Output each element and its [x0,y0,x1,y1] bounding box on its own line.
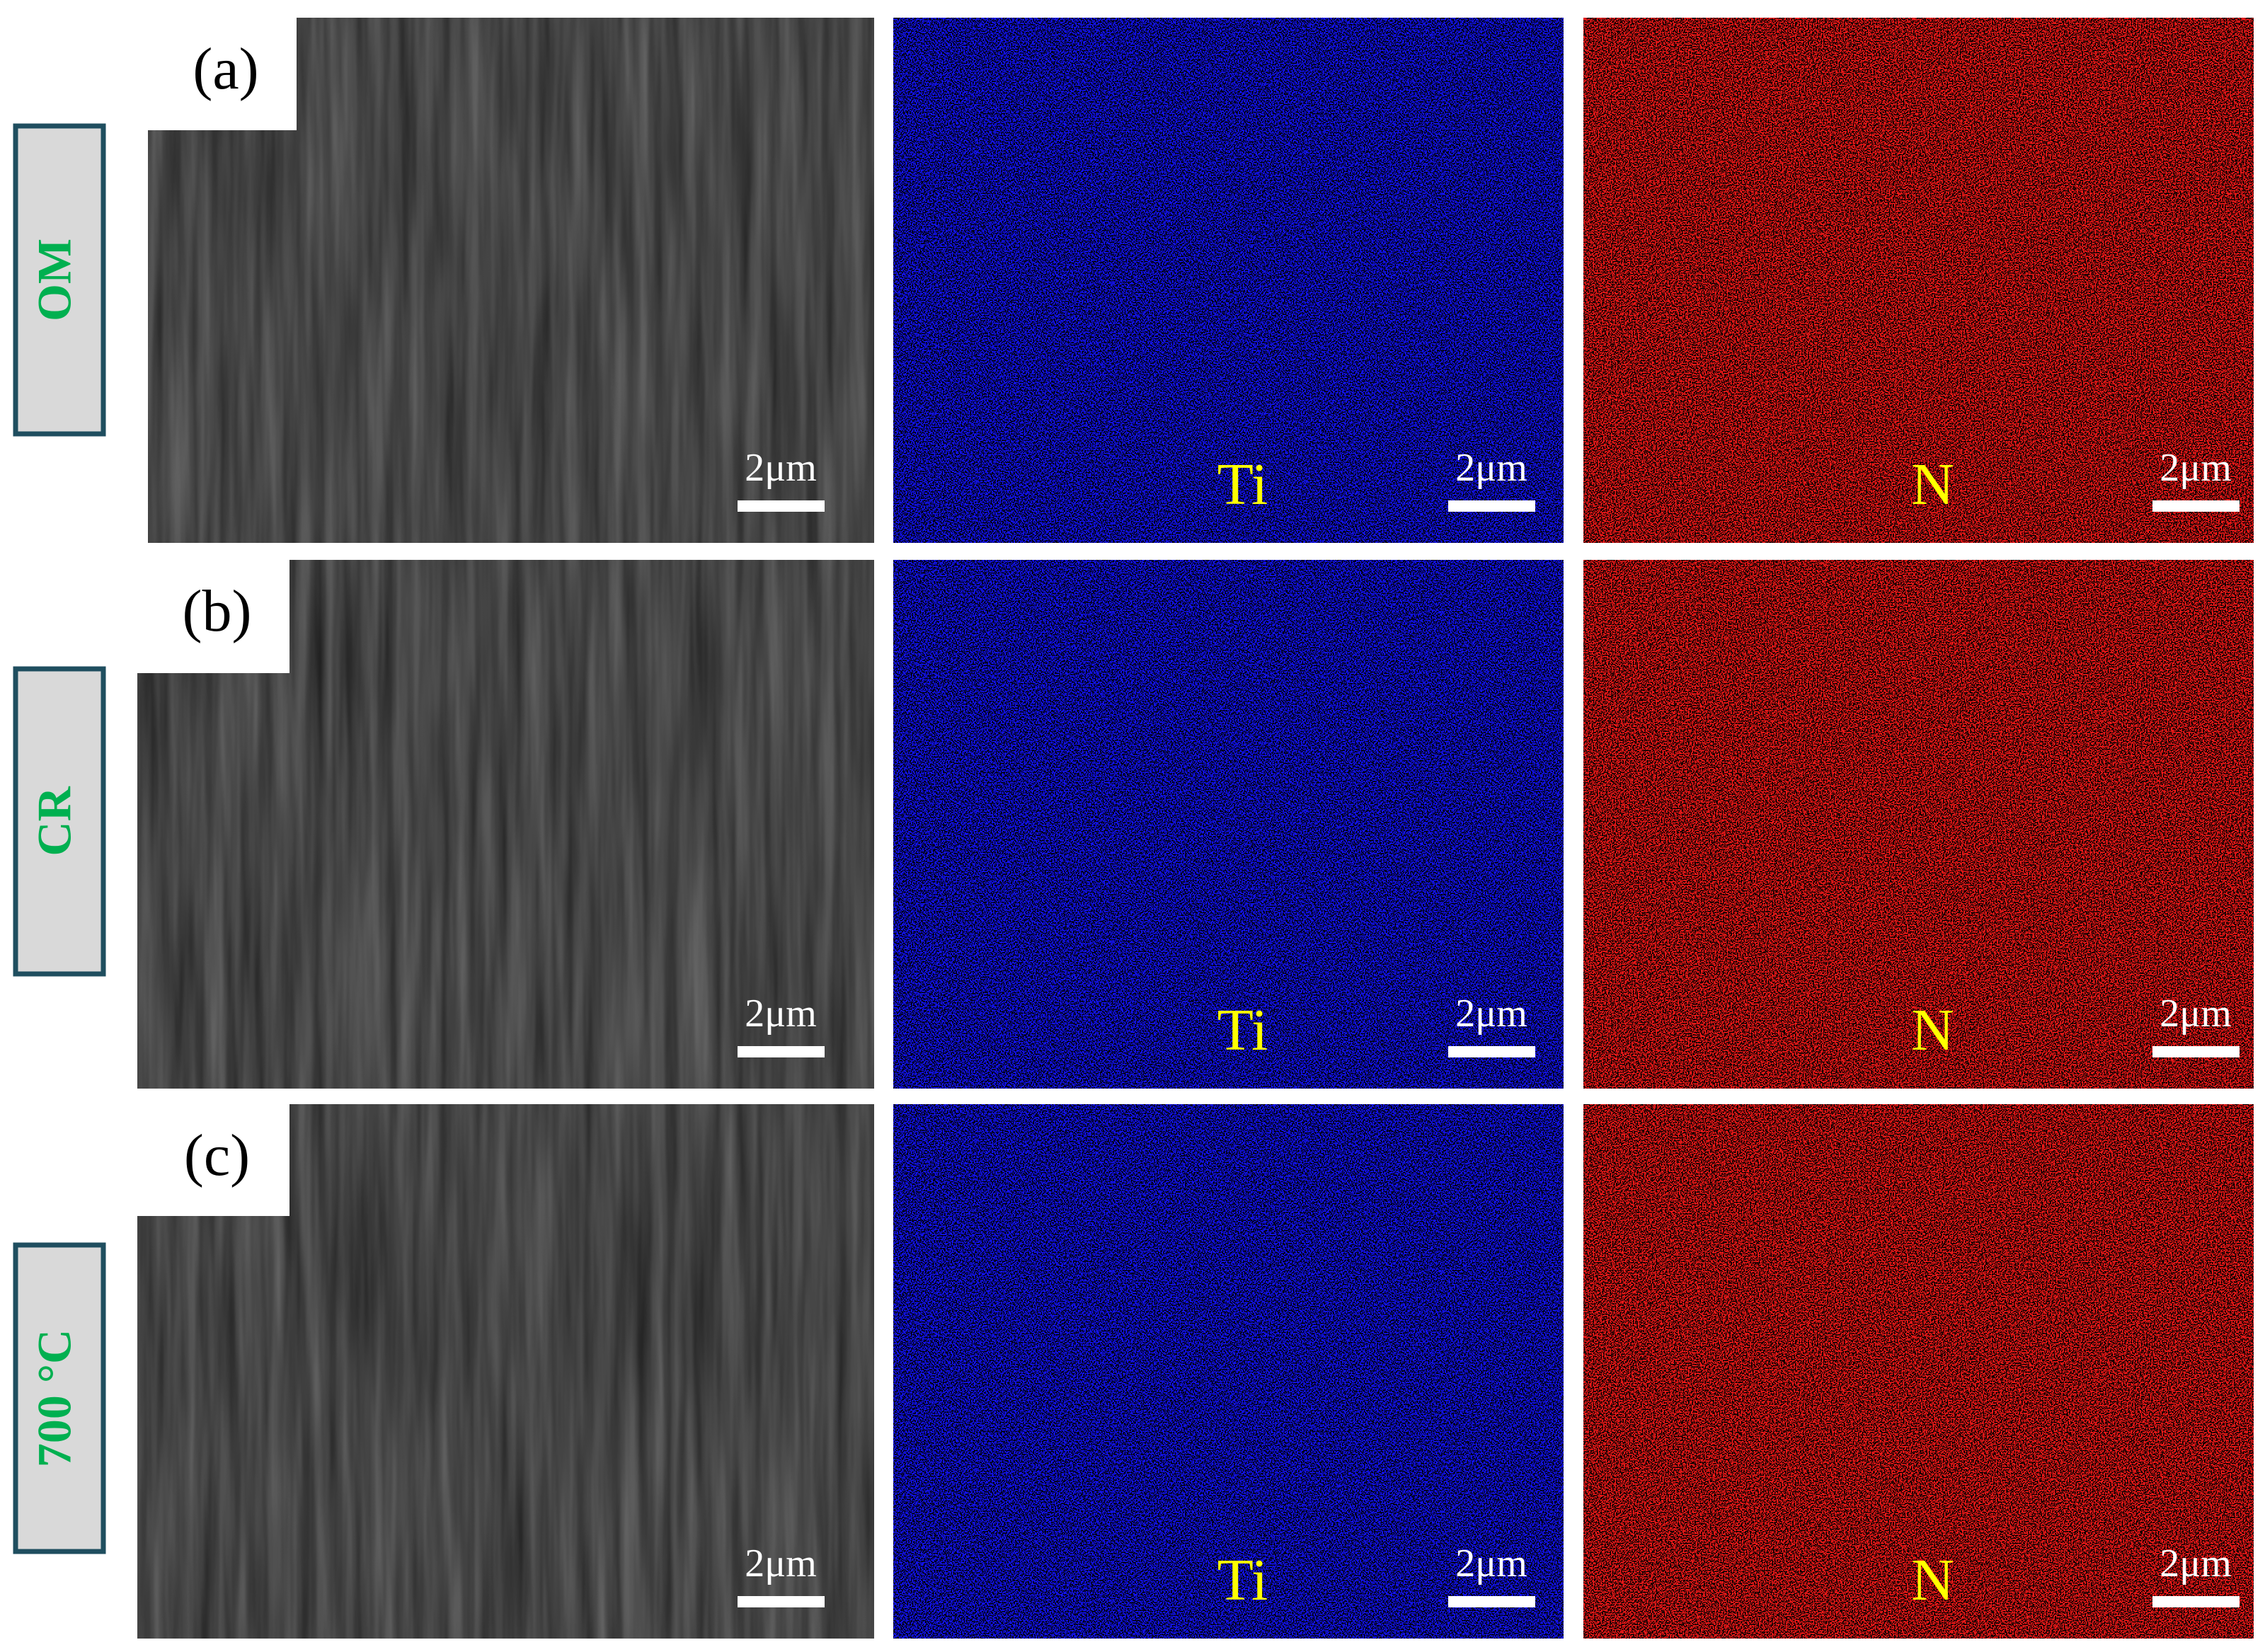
panel-cutout [136,1103,289,1216]
n-label: N [1911,997,1954,1063]
row-label: OM [28,239,81,321]
ti-scale-label: 2μm [1455,992,1527,1036]
scale-bar [2152,500,2240,512]
scale-bar [1448,500,1535,512]
ti-scale-label: 2μm [1455,1542,1527,1585]
panel-label: (b) [183,578,252,644]
row-label: CR [28,786,81,856]
panel-cutout [147,16,297,130]
scale-bar [1448,1046,1535,1057]
panel-label: (c) [184,1123,250,1188]
row-label-box [13,1242,106,1554]
sem-scale-label: 2μm [745,1542,817,1585]
row-label-box [13,123,106,437]
panel-cutout [136,558,289,673]
row-label: 700 °C [28,1329,81,1467]
n-scale-label: 2μm [2160,446,2232,490]
n-map [1583,1104,2254,1639]
scale-bar [738,500,825,512]
scale-bar [738,1596,825,1607]
row-label-box [13,666,106,977]
ti-label: Ti [1217,997,1268,1063]
n-map [1583,18,2254,543]
n-label: N [1911,1547,1954,1613]
ti-label: Ti [1217,1547,1268,1613]
scale-bar [2152,1596,2240,1607]
n-scale-label: 2μm [2160,1542,2232,1585]
scale-bar [2152,1046,2240,1057]
panel-label: (a) [193,36,258,102]
ti-scale-label: 2μm [1455,446,1527,490]
n-label: N [1911,452,1954,517]
n-scale-label: 2μm [2160,992,2232,1036]
scale-bar [1448,1596,1535,1607]
ti-label: Ti [1217,452,1268,517]
ti-map [893,1104,1564,1639]
scale-bar [738,1046,825,1057]
ti-map [893,18,1564,543]
sem-scale-label: 2μm [745,992,817,1036]
n-map [1583,560,2254,1089]
ti-map [893,560,1564,1089]
sem-scale-label: 2μm [745,446,817,490]
